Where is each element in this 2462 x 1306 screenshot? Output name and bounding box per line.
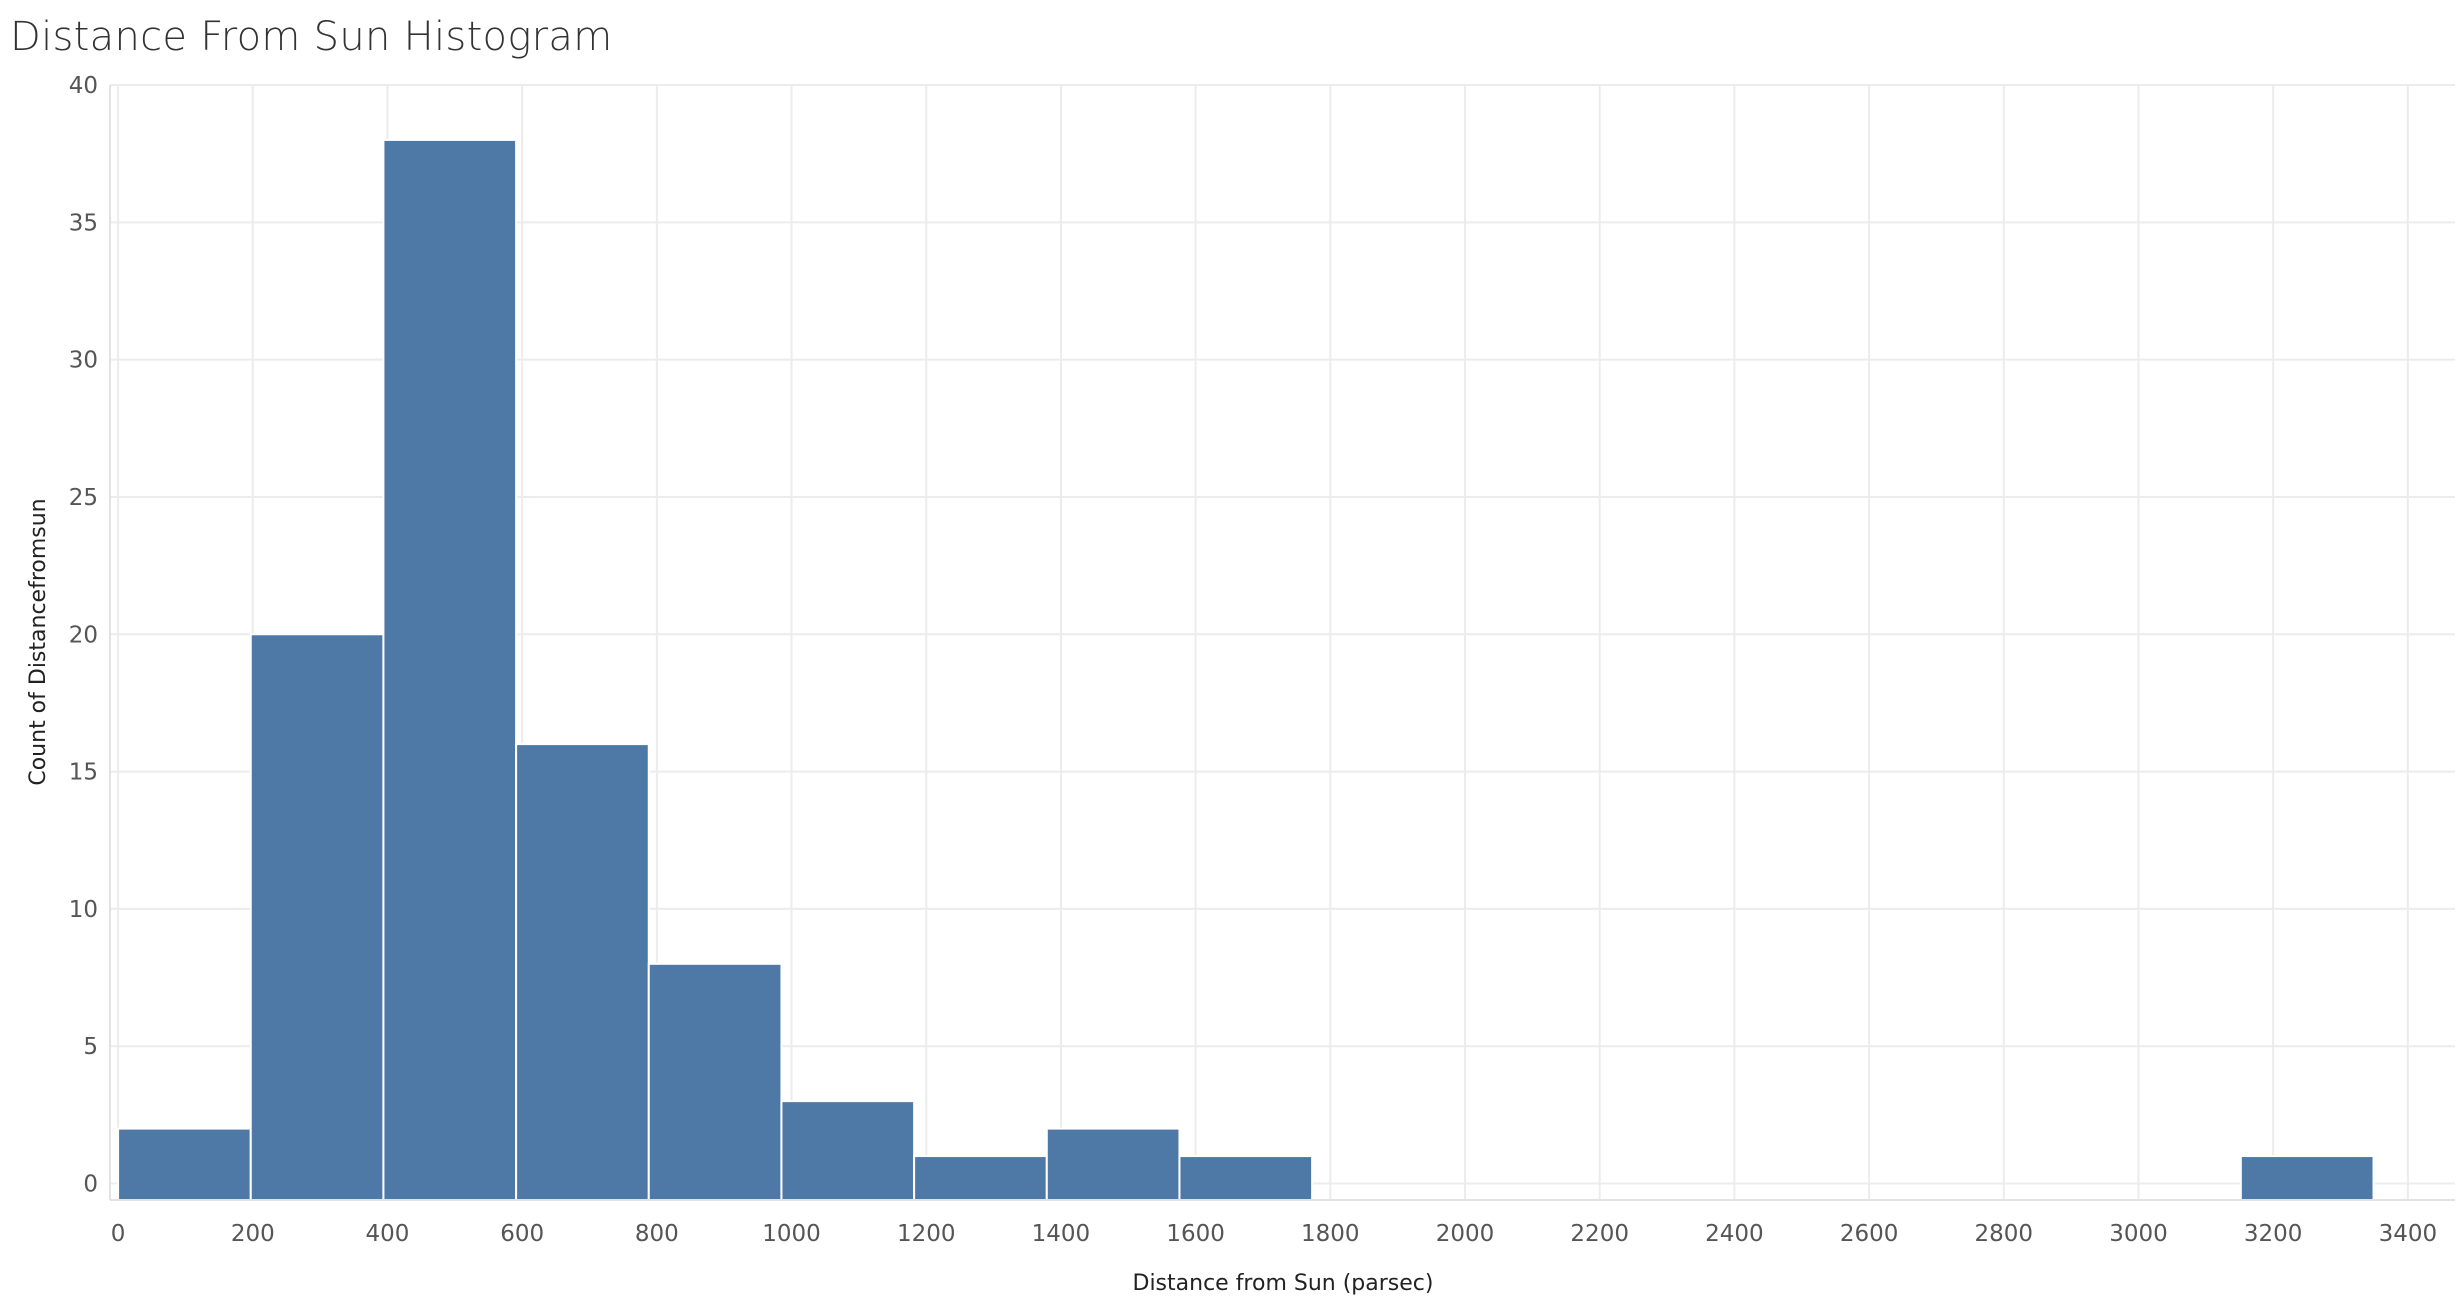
x-tick-label: 600 xyxy=(500,1221,544,1247)
histogram-bar[interactable] xyxy=(1045,1127,1181,1202)
histogram-bar[interactable] xyxy=(647,962,783,1202)
y-tick-label: 40 xyxy=(69,73,98,99)
y-tick-label: 0 xyxy=(83,1172,98,1198)
chart-title: Distance From Sun Histogram xyxy=(10,14,613,60)
x-tick-label: 1000 xyxy=(762,1221,821,1247)
histogram-bar[interactable] xyxy=(913,1155,1048,1201)
histogram-bar[interactable] xyxy=(780,1100,916,1202)
x-axis-title: Distance from Sun (parsec) xyxy=(1133,1271,1434,1296)
histogram-bar[interactable] xyxy=(1178,1155,1314,1201)
histogram-bar[interactable] xyxy=(2239,1155,2375,1201)
y-tick-label: 35 xyxy=(69,210,98,236)
histogram-bar[interactable] xyxy=(249,633,385,1201)
x-tick-label: 3000 xyxy=(2109,1221,2168,1247)
histogram-bar[interactable] xyxy=(515,743,650,1201)
x-tick-label: 200 xyxy=(231,1221,275,1247)
x-tick-label: 1400 xyxy=(1032,1221,1091,1247)
histogram-bars xyxy=(117,138,2375,1202)
x-tick-label: 1200 xyxy=(897,1221,956,1247)
x-tick-label: 0 xyxy=(111,1221,126,1247)
axes: 0 200 400 600 800 1000 1200 1400 1600 1800 2000 220… xyxy=(69,73,2455,1247)
histogram-bar[interactable] xyxy=(117,1127,252,1202)
x-tick-label: 2000 xyxy=(1436,1221,1495,1247)
x-tick-label: 3400 xyxy=(2379,1221,2438,1247)
x-tick-label: 2400 xyxy=(1705,1221,1764,1247)
x-tick-label: 2600 xyxy=(1840,1221,1899,1247)
y-tick-label: 10 xyxy=(69,897,98,923)
x-tick-label: 1800 xyxy=(1301,1221,1360,1247)
y-tick-label: 25 xyxy=(69,485,98,511)
x-tick-label: 2800 xyxy=(1975,1221,2034,1247)
x-tick-label: 3200 xyxy=(2244,1221,2303,1247)
y-axis-title: Count of Distancefromsun xyxy=(26,498,51,785)
y-tick-label: 5 xyxy=(83,1034,98,1060)
y-tick-label: 15 xyxy=(69,760,98,786)
y-tick-label: 30 xyxy=(69,348,98,374)
x-tick-label: 400 xyxy=(366,1221,410,1247)
x-tick-label: 2200 xyxy=(1570,1221,1629,1247)
y-tick-label: 20 xyxy=(69,622,98,648)
x-tick-label: 1600 xyxy=(1166,1221,1225,1247)
histogram-bar[interactable] xyxy=(382,138,518,1201)
x-tick-label: 800 xyxy=(635,1221,679,1247)
